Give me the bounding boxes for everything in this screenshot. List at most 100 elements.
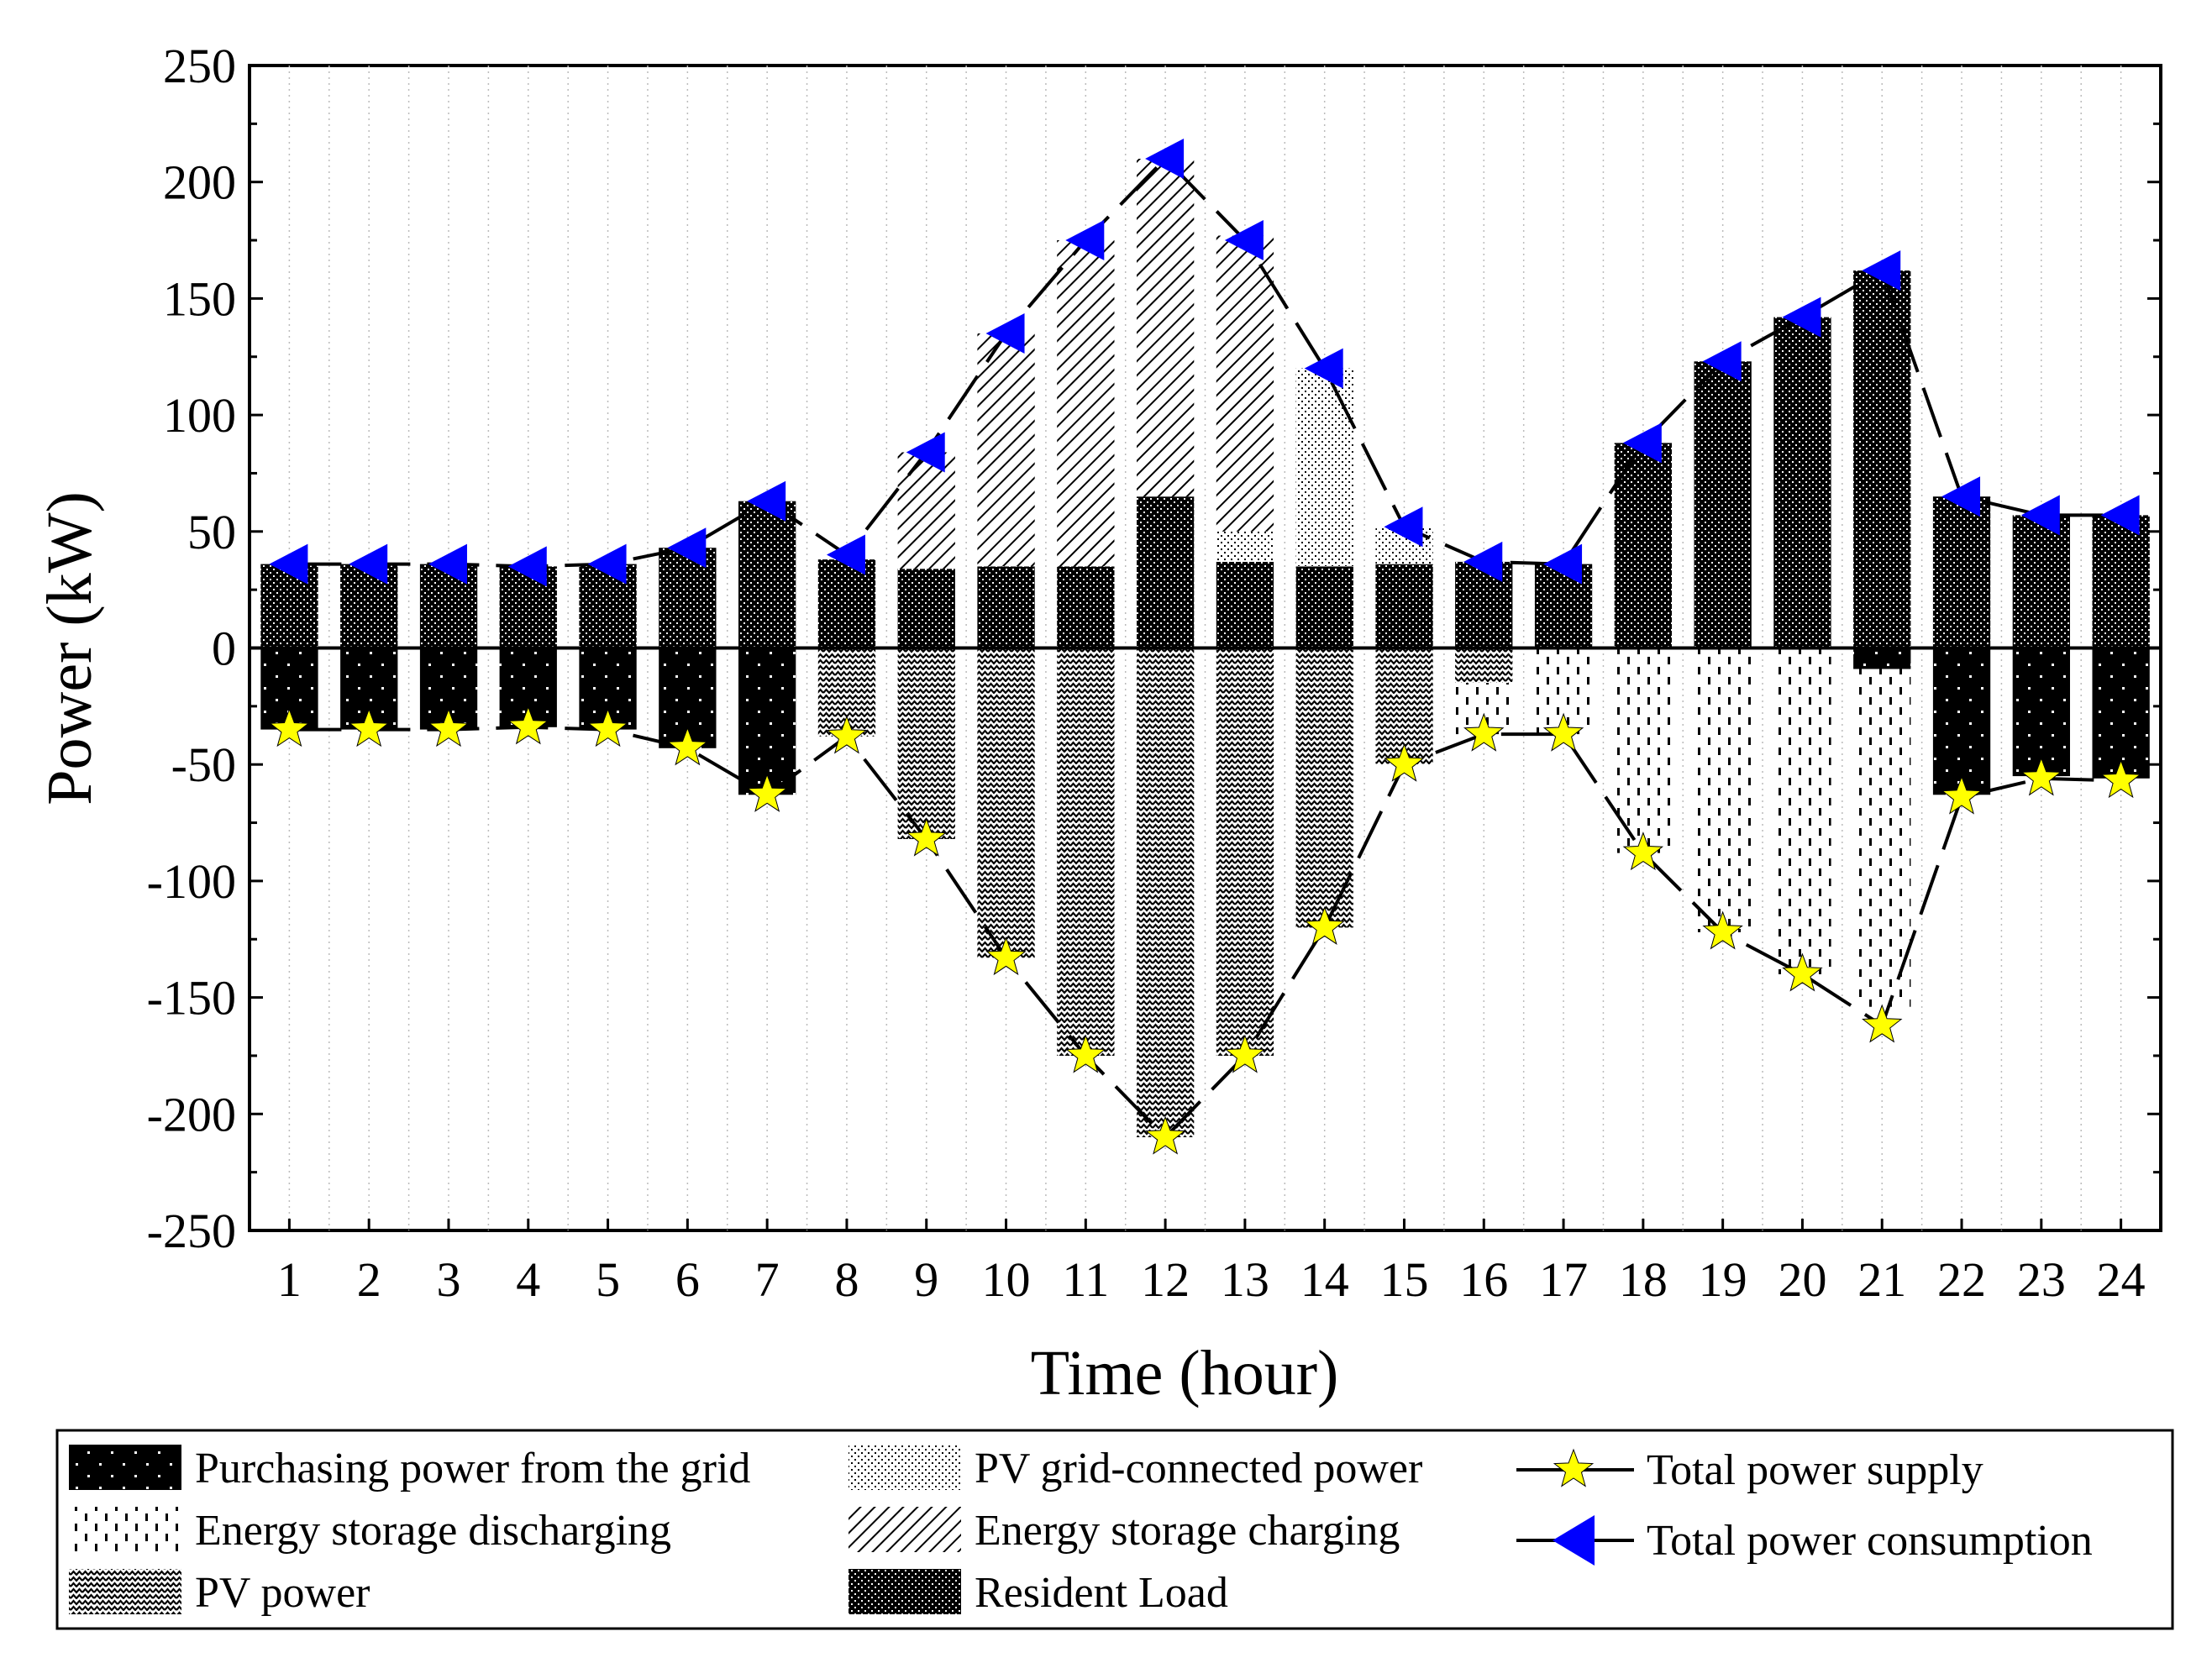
line-supply [289,725,2121,1140]
bar-resident-6 [659,548,717,648]
x-tick-label: 13 [1221,1252,1269,1307]
marker-supply-5 [587,708,628,748]
bar-resident-1 [260,564,318,648]
marker-supply-13 [1224,1034,1266,1073]
bar-resident-5 [579,564,637,648]
marker-consumption-13 [1224,220,1264,261]
x-tick-label: 2 [357,1252,381,1307]
marker-consumption-19 [1702,341,1742,382]
marker-supply-18 [1622,832,1664,871]
bar-charge-9 [897,452,955,569]
x-tick-label: 4 [516,1252,540,1307]
x-tick-label: 16 [1459,1252,1508,1307]
x-tick-label: 20 [1778,1252,1826,1307]
x-tick-label: 8 [834,1252,859,1307]
y-tick-label: -250 [147,1204,236,1258]
x-tick-label: 17 [1539,1252,1588,1307]
bar-resident-9 [897,569,955,648]
bar-purchase-21 [1853,648,1911,669]
marker-consumption-23 [2020,495,2060,536]
y-tick-label: -100 [147,854,236,909]
bar-discharge-19 [1694,648,1752,932]
legend-swatch-discharge [69,1507,181,1552]
bar-pv-12 [1137,648,1195,1137]
x-axis-title: Time (hour) [1031,1338,1339,1409]
bar-purchase-24 [2092,648,2150,779]
marker-consumption-3 [428,543,467,585]
marker-consumption-7 [747,480,786,522]
bar-resident-3 [419,564,478,648]
series-markers [269,138,2141,1155]
marker-consumption-22 [1941,476,1981,517]
marker-consumption-10 [985,313,1025,354]
bar-resident-14 [1295,566,1353,648]
bar-resident-13 [1216,561,1274,648]
x-tick-label: 22 [1937,1252,1986,1307]
marker-supply-19 [1702,910,1743,950]
x-tick-label: 10 [982,1252,1031,1307]
legend-label-consumption: Total power consumption [1647,1517,2093,1565]
x-tick-label: 23 [2017,1252,2066,1307]
marker-supply-8 [826,715,868,754]
marker-supply-6 [667,727,708,766]
y-axis-title: Power (kW) [34,491,105,805]
x-tick-label: 18 [1619,1252,1668,1307]
marker-consumption-11 [1065,220,1105,261]
x-tick-label: 1 [277,1252,302,1307]
marker-supply-15 [1384,742,1425,782]
marker-supply-9 [906,817,947,857]
y-tick-label: 100 [163,388,236,443]
bar-resident-19 [1694,361,1752,648]
bar-pv-10 [977,648,1035,958]
bar-resident-8 [817,559,876,648]
bar-resident-17 [1534,564,1593,648]
marker-consumption-15 [1384,506,1423,548]
legend-swatch-pv [69,1569,181,1614]
marker-supply-4 [507,706,549,745]
legend-label-discharge: Energy storage discharging [195,1507,671,1555]
bar-pvgrid-13 [1216,531,1274,562]
bar-pv-13 [1216,648,1274,1056]
bar-discharge-20 [1773,648,1831,974]
x-tick-label: 6 [675,1252,700,1307]
bar-pv-9 [897,648,955,839]
marker-consumption-5 [587,543,627,585]
bar-resident-23 [2012,515,2070,648]
marker-consumption-9 [906,432,945,473]
bar-resident-24 [2092,515,2150,648]
legend-label-purchase: Purchasing power from the grid [195,1445,750,1493]
x-tick-label: 3 [436,1252,460,1307]
marker-supply-7 [746,773,788,812]
y-tick-label: -50 [171,737,236,792]
x-tick-label: 9 [914,1252,938,1307]
bar-resident-22 [1932,496,1991,648]
bar-resident-2 [340,564,398,648]
marker-consumption-1 [269,543,308,585]
bar-resident-4 [499,566,557,648]
bar-pv-14 [1295,648,1353,928]
marker-supply-16 [1463,712,1505,752]
bar-resident-18 [1614,443,1672,648]
bar-resident-11 [1057,566,1115,648]
bar-resident-15 [1375,564,1433,648]
legend-label-supply: Total power supply [1647,1446,1983,1494]
marker-consumption-24 [2100,495,2140,536]
y-tick-label: -150 [147,971,236,1026]
marker-supply-17 [1542,712,1584,752]
bar-resident-20 [1773,317,1831,648]
bar-purchase-7 [738,648,796,795]
marker-consumption-21 [1862,250,1901,291]
y-tick-label: 150 [163,271,236,326]
legend-label-charge: Energy storage charging [975,1507,1400,1555]
marker-consumption-17 [1543,543,1583,585]
y-tick-label: -200 [147,1087,236,1141]
bar-charge-11 [1057,240,1115,567]
x-tick-label: 7 [755,1252,780,1307]
y-tick-label: 50 [187,505,236,559]
marker-supply-23 [2020,757,2062,796]
legend-star-icon [1553,1448,1595,1487]
legend-triangle-icon [1553,1515,1595,1566]
marker-consumption-16 [1463,541,1503,582]
bar-resident-7 [738,501,796,648]
